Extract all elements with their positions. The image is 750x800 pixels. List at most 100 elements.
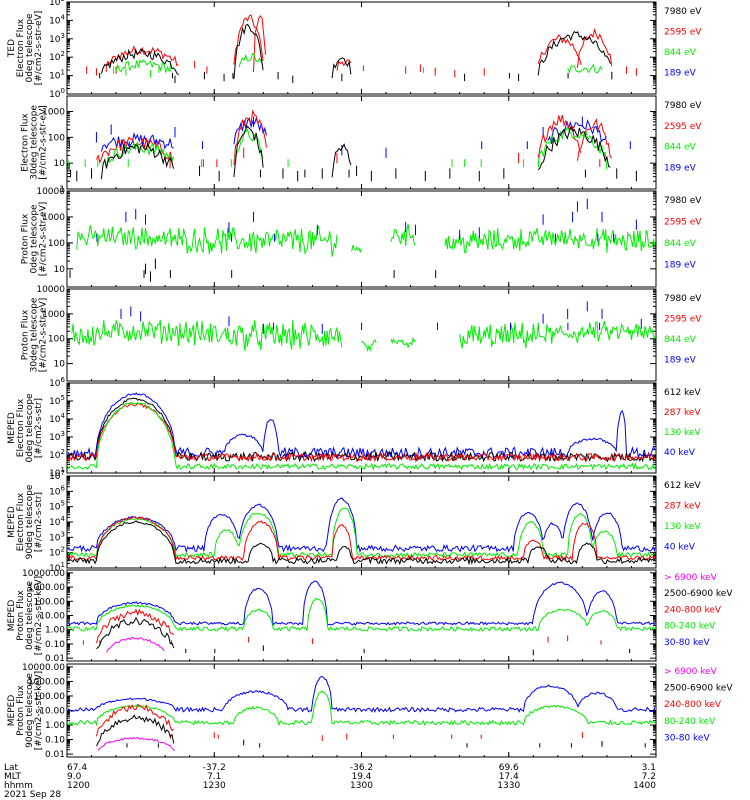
x-tick-hhmm: 1400 bbox=[633, 781, 656, 791]
legend-entry: 189 eV bbox=[664, 261, 697, 271]
series-red bbox=[82, 608, 602, 645]
y-axis-label: TED bbox=[7, 39, 17, 58]
panel-3: 10 100 1000 10000 Proton Flux 0deg telescope[… bbox=[21, 187, 702, 288]
series-green bbox=[68, 690, 655, 727]
y-axis-label: Electron Flux bbox=[16, 492, 26, 551]
series-line bbox=[71, 319, 655, 353]
y-tick-label: 103 bbox=[49, 530, 65, 543]
x-tick-mlt: 7.2 bbox=[642, 772, 656, 782]
series-black bbox=[70, 125, 637, 182]
y-tick-label: 10 bbox=[54, 360, 66, 370]
series-line bbox=[68, 690, 655, 727]
legend-entry: 7980 eV bbox=[664, 294, 702, 304]
plot-data bbox=[68, 497, 655, 566]
series-line bbox=[68, 520, 655, 566]
y-axis-label: [#/cm2-s-str-eV] bbox=[39, 298, 49, 373]
series-line bbox=[113, 52, 603, 78]
y-axis-label: 90deg telescope bbox=[25, 673, 35, 748]
y-tick-label: 1000 bbox=[42, 213, 65, 223]
y-tick-label: 101 bbox=[49, 561, 65, 574]
x-tick-lat: 69.6 bbox=[499, 763, 519, 773]
series-black bbox=[96, 714, 646, 748]
y-tick-label: 100 bbox=[48, 239, 65, 249]
panel-5: 101 102 103 104 105 106 MEPED Electron Flux 0deg… bbox=[7, 376, 701, 479]
series-line bbox=[97, 736, 175, 752]
y-tick-label: 100 bbox=[49, 87, 65, 100]
legend-entry: 80-240 keV bbox=[664, 717, 716, 727]
series-blue bbox=[68, 676, 655, 713]
series-line bbox=[76, 223, 655, 257]
y-tick-label: 100.00 bbox=[34, 692, 66, 702]
plot-data bbox=[68, 580, 655, 656]
y-axis-label: Proton Flux bbox=[21, 213, 31, 264]
y-tick-label: 10 bbox=[54, 159, 66, 169]
legend-entry: 189 eV bbox=[664, 163, 697, 173]
y-tick-label: 106 bbox=[49, 484, 65, 497]
y-tick-label: 105 bbox=[49, 500, 65, 513]
plot-data bbox=[71, 301, 655, 353]
legend-entry: 130 keV bbox=[664, 428, 701, 438]
y-tick-label: 10000 bbox=[36, 187, 65, 197]
y-axis-label: [#/cm2-s-str] bbox=[34, 492, 44, 552]
series-red bbox=[96, 108, 613, 169]
legend-entry: 844 eV bbox=[664, 335, 697, 345]
x-row-label: MLT bbox=[4, 772, 22, 782]
legend-entry: 2595 eV bbox=[664, 218, 702, 228]
y-tick-label: 10000.00 bbox=[22, 663, 65, 673]
series-blue bbox=[68, 580, 655, 626]
legend-entry: 40 keV bbox=[664, 543, 696, 553]
series-blue bbox=[120, 301, 642, 334]
series-line bbox=[68, 597, 655, 632]
plot-frame bbox=[66, 1, 657, 95]
y-tick-label: 100 bbox=[48, 335, 65, 345]
series-blue bbox=[68, 392, 655, 460]
y-tick-label: 103 bbox=[49, 430, 65, 443]
series-line bbox=[68, 126, 608, 170]
plot-data bbox=[86, 14, 637, 83]
panel-2: 1 10 100 1000 Electron Flux 30deg telescope [#… bbox=[21, 95, 702, 195]
y-tick-label: 10000.00 bbox=[22, 569, 65, 579]
series-blue bbox=[96, 198, 637, 242]
y-axis-label: 30deg telescope bbox=[30, 297, 40, 372]
series-magenta bbox=[97, 736, 175, 752]
legend-entry: 287 keV bbox=[664, 408, 701, 418]
legend-entry: 30-80 keV bbox=[664, 733, 710, 743]
legend-entry: 40 keV bbox=[664, 448, 696, 458]
y-axis-label: 90deg telescope bbox=[25, 484, 35, 559]
legend-entry: 612 keV bbox=[664, 481, 701, 491]
y-tick-label: 0.10 bbox=[45, 640, 65, 650]
panel-7: 0.01 0.10 1.00 10.00 100.00 1000.00 10000.00 ME… bbox=[7, 569, 733, 664]
y-axis-label: [#/cm2-s-str-keV] bbox=[34, 576, 44, 655]
legend-entry: > 6900 keV bbox=[664, 667, 718, 677]
legend-entry: 189 eV bbox=[664, 69, 697, 79]
y-tick-label: 100 bbox=[48, 133, 65, 143]
series-black bbox=[96, 616, 631, 656]
legend-entry: 844 eV bbox=[664, 143, 697, 153]
x-tick-lat: 3.1 bbox=[642, 763, 656, 773]
x-row-label: Lat bbox=[4, 763, 19, 773]
series-line bbox=[96, 198, 637, 242]
y-tick-label: 104 bbox=[49, 412, 65, 425]
y-axis-label: 30deg telescope bbox=[30, 105, 40, 180]
y-axis-label: [#/cm2-s-str-eV] bbox=[34, 11, 44, 86]
y-axis-label: 0deg telescope bbox=[25, 581, 35, 651]
plot-frame bbox=[66, 569, 657, 662]
series-green bbox=[68, 597, 655, 632]
series-green bbox=[71, 319, 655, 353]
series-black bbox=[68, 520, 655, 566]
y-axis-label: Electron Flux bbox=[16, 18, 26, 77]
y-axis-label: MEPED bbox=[7, 506, 17, 538]
series-black bbox=[99, 23, 613, 83]
series-line bbox=[86, 14, 637, 78]
y-tick-label: 100.00 bbox=[34, 597, 66, 607]
series-line bbox=[70, 125, 637, 182]
legend-entry: 287 keV bbox=[664, 502, 701, 512]
series-line bbox=[68, 392, 655, 460]
y-tick-label: 1.00 bbox=[45, 626, 65, 636]
plot-data bbox=[68, 676, 655, 752]
series-black bbox=[69, 258, 437, 282]
x-tick-lat: -36.2 bbox=[350, 763, 373, 773]
legend-entry: 7980 eV bbox=[664, 196, 702, 206]
